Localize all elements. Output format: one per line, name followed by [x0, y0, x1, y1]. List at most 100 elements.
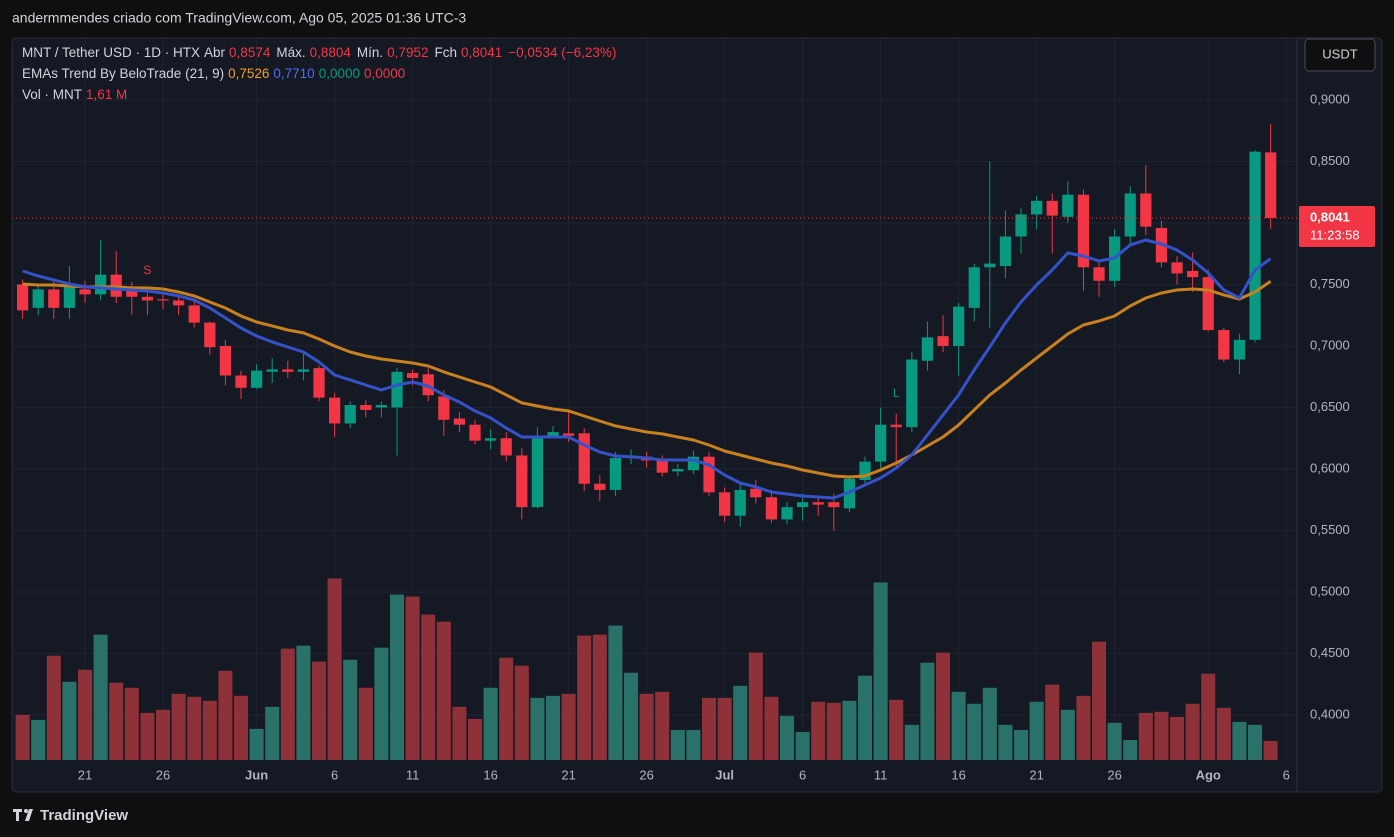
candle-body — [750, 488, 762, 498]
x-tick-label: 21 — [561, 767, 575, 782]
volume-bar — [780, 715, 795, 760]
candle-body — [1031, 200, 1043, 215]
volume-bar — [1060, 709, 1075, 760]
legend-indicator-value: 0,7526 — [228, 66, 270, 81]
legend-ohlc-value: 0,8804 — [309, 45, 351, 60]
legend-ohlc-label: Mín. — [356, 45, 384, 60]
volume-bar — [1216, 707, 1231, 760]
candle-body — [1233, 339, 1246, 360]
y-tick-label: 0,9000 — [1310, 91, 1350, 106]
candle-body — [297, 369, 310, 372]
candle-body — [875, 424, 887, 462]
candle-body — [282, 369, 294, 372]
candle-body — [1171, 262, 1183, 274]
candle-body — [531, 435, 544, 508]
legend-indicator: EMAs Trend By BeloTrade (21, 9) — [22, 66, 225, 81]
volume-bar — [920, 662, 935, 760]
candle-body — [500, 438, 512, 456]
legend-ohlc-label: Abr — [204, 45, 226, 60]
candle-body — [999, 236, 1012, 267]
volume-bar — [873, 582, 888, 760]
candle-body — [32, 289, 44, 308]
candle-body — [16, 284, 29, 311]
volume-bar — [343, 659, 358, 760]
candle-body — [266, 369, 278, 372]
volume-bar — [592, 634, 607, 760]
volume-bar — [1170, 716, 1185, 760]
candle-body — [656, 460, 668, 473]
volume-bar — [936, 652, 951, 760]
y-tick-label: 0,7500 — [1310, 276, 1350, 291]
volume-bar — [405, 596, 420, 760]
signal-label: L — [893, 386, 900, 400]
volume-bar — [842, 700, 857, 760]
volume-bar — [1029, 701, 1044, 760]
volume-bar — [46, 655, 61, 760]
legend-ohlc-value: 0,8041 — [460, 45, 503, 60]
candle-body — [828, 502, 840, 508]
volume-bar — [109, 682, 124, 760]
candle-body — [141, 296, 154, 301]
candle-body — [781, 507, 793, 520]
volume-bar — [717, 697, 732, 760]
volume-bar — [530, 697, 545, 760]
last-price-label: 0,8041 — [1310, 209, 1350, 224]
volume-bar — [124, 687, 139, 760]
candle-body — [578, 433, 590, 484]
y-tick-label: 0,8500 — [1310, 153, 1350, 168]
x-tick-label: 6 — [1283, 767, 1290, 782]
legend-symbol: MNT / Tether USD · 1D · HTX — [22, 45, 201, 60]
y-tick-label: 0,5500 — [1310, 522, 1350, 537]
candle-body — [1046, 200, 1058, 216]
volume-bar — [171, 693, 186, 760]
candle-body — [219, 345, 232, 376]
candle-body — [859, 461, 871, 481]
volume-bar — [764, 696, 779, 760]
volume-bar — [62, 681, 77, 760]
legend-ohlc-label: Fch — [434, 45, 457, 60]
candle-body — [204, 322, 216, 348]
ema-line — [22, 238, 1272, 500]
volume-bar — [577, 635, 592, 760]
currency-button[interactable] — [1304, 38, 1376, 72]
candle-body — [1062, 194, 1074, 217]
volume-bar — [655, 691, 670, 760]
volume-bar — [1185, 703, 1200, 760]
candle-body — [391, 371, 403, 408]
legend-indicator-value: 0,7710 — [273, 66, 315, 81]
x-tick-label: 11 — [874, 767, 888, 782]
volume-bar — [1138, 712, 1153, 760]
x-tick-label: 16 — [483, 767, 497, 782]
candle-body — [48, 289, 60, 308]
candle-body — [407, 373, 419, 378]
countdown-label: 11:23:58 — [1310, 227, 1360, 242]
candle-body — [157, 299, 169, 301]
volume-bar — [15, 714, 30, 760]
candle-body — [719, 492, 731, 516]
y-tick-label: 0,6500 — [1310, 399, 1350, 414]
volume-bar — [280, 648, 295, 760]
x-tick-label: 6 — [331, 767, 338, 782]
volume-bar — [296, 645, 311, 760]
currency-label[interactable]: USDT — [1322, 46, 1357, 61]
volume-bar — [561, 693, 576, 760]
volume-bar — [218, 670, 233, 760]
x-tick-label: Jun — [245, 767, 268, 782]
candle-body — [563, 433, 575, 436]
volume-bar — [545, 695, 561, 760]
volume-bar — [795, 731, 810, 760]
candle-body — [250, 370, 263, 388]
ema-lines: SL — [12, 217, 1297, 500]
y-tick-label: 0,7000 — [1310, 337, 1350, 352]
volume-bar — [77, 669, 93, 760]
legend-change: −0,0534 (−6,23%) — [508, 45, 617, 60]
volume-bar — [187, 696, 202, 760]
candle-body — [921, 337, 934, 361]
legend-row: Vol · MNT 1,61 M — [22, 86, 133, 104]
candle-body — [172, 300, 185, 306]
candle-body — [1202, 277, 1214, 330]
candle-body — [953, 306, 965, 346]
candle-body — [968, 267, 980, 308]
volume-bar — [421, 614, 436, 760]
x-tick-label: 26 — [1107, 767, 1121, 782]
